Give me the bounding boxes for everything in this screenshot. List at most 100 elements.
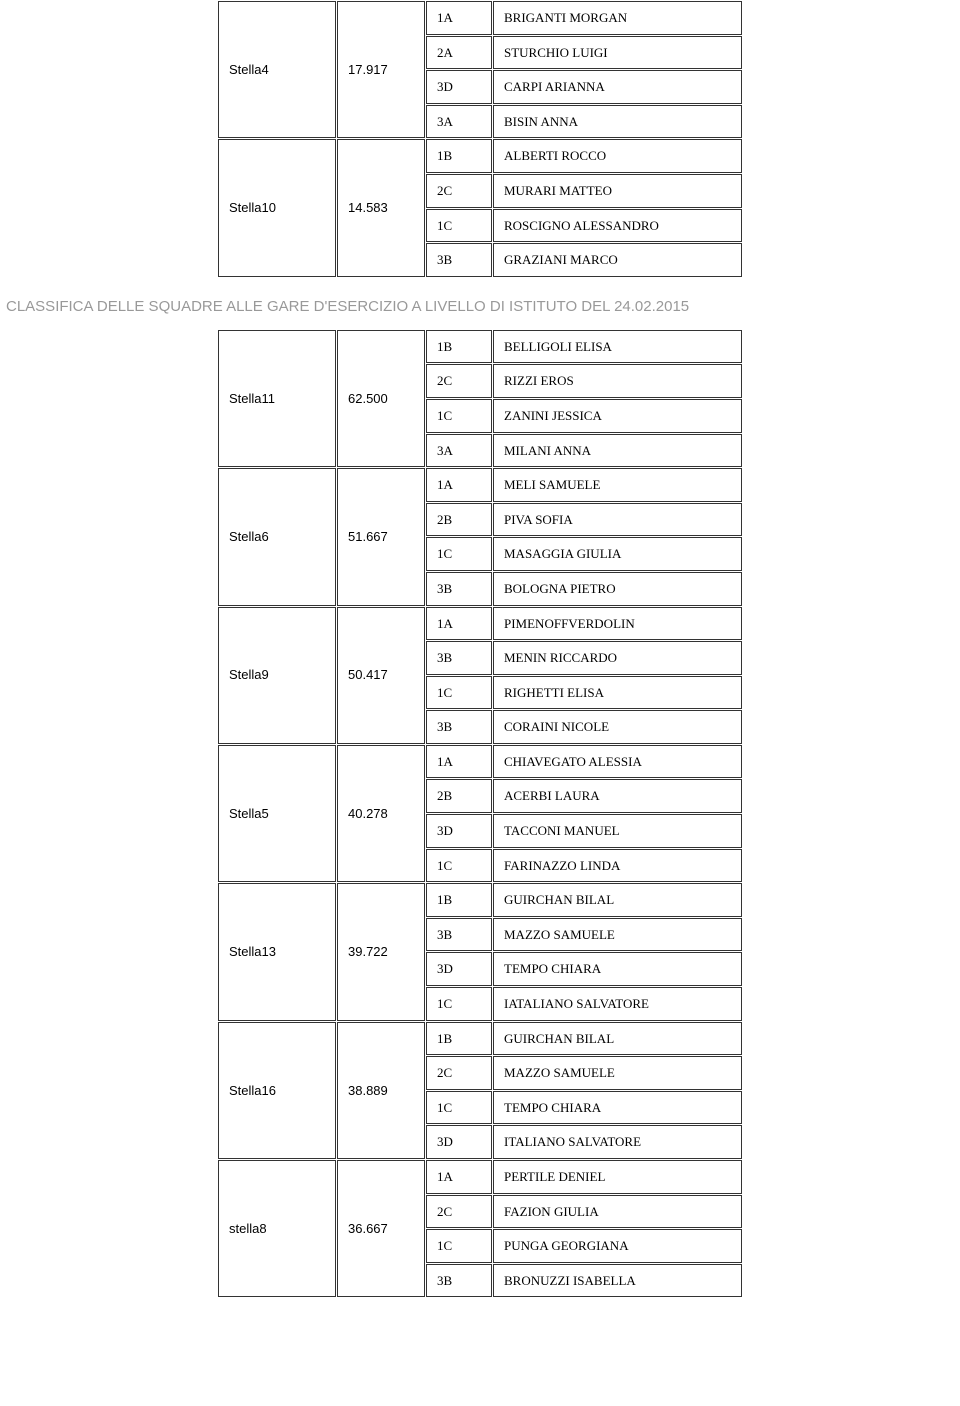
score-cell: 17.917 [337, 1, 425, 138]
member-name-cell: ACERBI LAURA [493, 779, 742, 813]
member-code-cell: 2C [426, 1195, 492, 1229]
member-code-cell: 1A [426, 468, 492, 502]
member-code-cell: 3B [426, 641, 492, 675]
team-cell: Stella10 [218, 139, 336, 276]
member-code-cell: 3A [426, 105, 492, 139]
member-name-cell: MURARI MATTEO [493, 174, 742, 208]
member-code-cell: 1C [426, 537, 492, 571]
table-1: Stella417.9171ABRIGANTI MORGAN2ASTURCHIO… [217, 0, 743, 278]
member-name-cell: MASAGGIA GIULIA [493, 537, 742, 571]
table-row: Stella1638.8891BGUIRCHAN BILAL [218, 1022, 742, 1056]
member-name-cell: TEMPO CHIARA [493, 952, 742, 986]
member-code-cell: 2B [426, 503, 492, 537]
score-cell: 50.417 [337, 607, 425, 744]
member-name-cell: PIMENOFFVERDOLIN [493, 607, 742, 641]
member-name-cell: RIGHETTI ELISA [493, 676, 742, 710]
member-code-cell: 2C [426, 174, 492, 208]
table-row: Stella1014.5831BALBERTI ROCCO [218, 139, 742, 173]
member-name-cell: ITALIANO SALVATORE [493, 1125, 742, 1159]
table-row: Stella1162.5001BBELLIGOLI ELISA [218, 330, 742, 364]
member-name-cell: BRONUZZI ISABELLA [493, 1264, 742, 1298]
section-heading: CLASSIFICA DELLE SQUADRE ALLE GARE D'ESE… [6, 298, 960, 315]
member-name-cell: MELI SAMUELE [493, 468, 742, 502]
member-code-cell: 1A [426, 1, 492, 35]
team-cell: stella8 [218, 1160, 336, 1297]
member-code-cell: 3D [426, 952, 492, 986]
score-cell: 36.667 [337, 1160, 425, 1297]
member-code-cell: 3D [426, 70, 492, 104]
member-code-cell: 3A [426, 434, 492, 468]
member-name-cell: MILANI ANNA [493, 434, 742, 468]
member-name-cell: ROSCIGNO ALESSANDRO [493, 209, 742, 243]
score-cell: 51.667 [337, 468, 425, 605]
member-name-cell: FAZION GIULIA [493, 1195, 742, 1229]
member-code-cell: 1A [426, 745, 492, 779]
member-name-cell: STURCHIO LUIGI [493, 36, 742, 70]
member-code-cell: 3B [426, 243, 492, 277]
member-code-cell: 1A [426, 607, 492, 641]
member-code-cell: 3B [426, 710, 492, 744]
member-name-cell: ZANINI JESSICA [493, 399, 742, 433]
member-code-cell: 1C [426, 1229, 492, 1263]
member-code-cell: 1C [426, 987, 492, 1021]
team-cell: Stella16 [218, 1022, 336, 1159]
team-cell: Stella5 [218, 745, 336, 882]
page: Stella417.9171ABRIGANTI MORGAN2ASTURCHIO… [0, 0, 960, 1338]
member-code-cell: 1C [426, 209, 492, 243]
table-row: Stella417.9171ABRIGANTI MORGAN [218, 1, 742, 35]
member-name-cell: CORAINI NICOLE [493, 710, 742, 744]
member-code-cell: 3B [426, 918, 492, 952]
member-code-cell: 2C [426, 1056, 492, 1090]
member-name-cell: BISIN ANNA [493, 105, 742, 139]
member-name-cell: FARINAZZO LINDA [493, 849, 742, 883]
member-code-cell: 2C [426, 364, 492, 398]
member-code-cell: 1A [426, 1160, 492, 1194]
member-name-cell: TACCONI MANUEL [493, 814, 742, 848]
member-code-cell: 3B [426, 572, 492, 606]
member-name-cell: CARPI ARIANNA [493, 70, 742, 104]
score-cell: 39.722 [337, 883, 425, 1020]
member-code-cell: 2A [426, 36, 492, 70]
member-code-cell: 3D [426, 814, 492, 848]
table-row: stella836.6671APERTILE DENIEL [218, 1160, 742, 1194]
member-code-cell: 1C [426, 676, 492, 710]
table-row: Stella1339.7221BGUIRCHAN BILAL [218, 883, 742, 917]
team-cell: Stella4 [218, 1, 336, 138]
member-name-cell: PERTILE DENIEL [493, 1160, 742, 1194]
member-name-cell: RIZZI EROS [493, 364, 742, 398]
table-2: Stella1162.5001BBELLIGOLI ELISA2CRIZZI E… [217, 329, 743, 1299]
member-code-cell: 3B [426, 1264, 492, 1298]
member-code-cell: 1B [426, 883, 492, 917]
member-code-cell: 1B [426, 139, 492, 173]
member-name-cell: BRIGANTI MORGAN [493, 1, 742, 35]
member-name-cell: IATALIANO SALVATORE [493, 987, 742, 1021]
member-code-cell: 1B [426, 1022, 492, 1056]
member-code-cell: 1C [426, 1091, 492, 1125]
member-name-cell: PIVA SOFIA [493, 503, 742, 537]
member-name-cell: BELLIGOLI ELISA [493, 330, 742, 364]
member-code-cell: 1C [426, 399, 492, 433]
member-name-cell: ALBERTI ROCCO [493, 139, 742, 173]
member-name-cell: TEMPO CHIARA [493, 1091, 742, 1125]
member-name-cell: MAZZO SAMUELE [493, 1056, 742, 1090]
member-name-cell: MENIN RICCARDO [493, 641, 742, 675]
member-name-cell: MAZZO SAMUELE [493, 918, 742, 952]
member-name-cell: BOLOGNA PIETRO [493, 572, 742, 606]
member-code-cell: 2B [426, 779, 492, 813]
table-row: Stella540.2781ACHIAVEGATO ALESSIA [218, 745, 742, 779]
score-cell: 40.278 [337, 745, 425, 882]
member-name-cell: CHIAVEGATO ALESSIA [493, 745, 742, 779]
team-cell: Stella9 [218, 607, 336, 744]
member-name-cell: GRAZIANI MARCO [493, 243, 742, 277]
team-cell: Stella11 [218, 330, 336, 467]
member-name-cell: GUIRCHAN BILAL [493, 1022, 742, 1056]
table-row: Stella651.6671AMELI SAMUELE [218, 468, 742, 502]
score-cell: 38.889 [337, 1022, 425, 1159]
member-code-cell: 3D [426, 1125, 492, 1159]
member-code-cell: 1C [426, 849, 492, 883]
member-name-cell: GUIRCHAN BILAL [493, 883, 742, 917]
table-row: Stella950.4171APIMENOFFVERDOLIN [218, 607, 742, 641]
member-code-cell: 1B [426, 330, 492, 364]
team-cell: Stella13 [218, 883, 336, 1020]
score-cell: 14.583 [337, 139, 425, 276]
